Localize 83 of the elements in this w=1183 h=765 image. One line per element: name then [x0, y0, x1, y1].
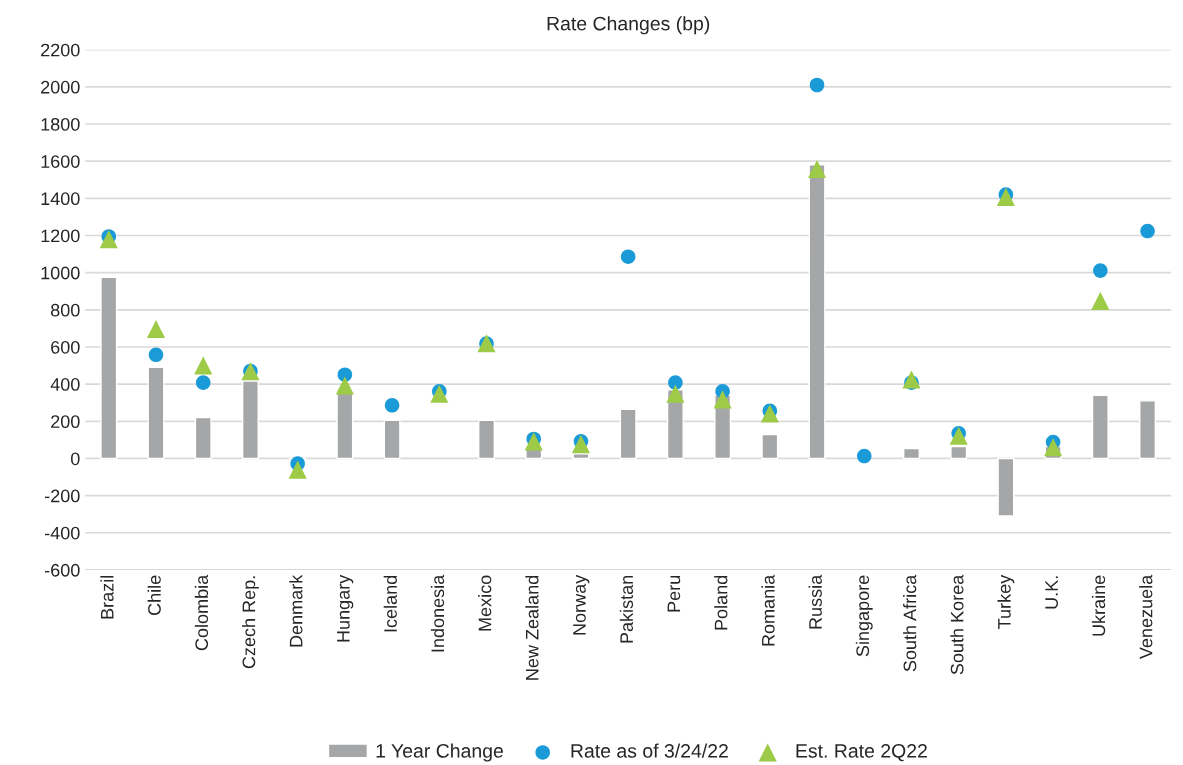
bar	[619, 408, 637, 460]
x-tick-label: Peru	[667, 575, 681, 612]
point	[194, 356, 213, 375]
point	[760, 404, 779, 423]
point	[524, 432, 543, 451]
y-tick-label: 2200	[41, 43, 80, 57]
x-tick-label: Romania	[761, 574, 775, 646]
point	[384, 398, 400, 413]
y-tick-label: 1600	[41, 155, 80, 168]
x-tick-label: Ukraine	[1091, 575, 1106, 636]
point	[99, 230, 118, 249]
bar	[997, 457, 1015, 517]
legend-label: 1 Year Change	[376, 743, 503, 762]
y-tick-label: 800	[50, 303, 80, 317]
y-tick-label: 200	[51, 415, 80, 429]
x-tick-label: Iceland	[383, 575, 397, 632]
x-tick-label: South Africa	[903, 574, 917, 672]
x-tick-label: New Zealand	[525, 575, 539, 680]
x-tick-label: Colombia	[194, 574, 209, 651]
x-tick-label: Turkey	[997, 574, 1015, 629]
x-tick-label: Russia	[808, 574, 822, 629]
y-tick-label: 1200	[41, 229, 80, 243]
x-tick-label: Pakistan	[619, 575, 634, 643]
point	[949, 426, 968, 445]
point	[335, 376, 354, 395]
point	[807, 159, 827, 179]
point	[148, 347, 164, 363]
point	[195, 375, 211, 390]
bar	[761, 433, 779, 460]
legend-label: Rate as of 3/24/22	[571, 743, 728, 758]
bar	[383, 419, 401, 460]
y-tick-label: 2000	[41, 80, 80, 94]
point	[713, 390, 732, 409]
point	[620, 249, 636, 264]
bar	[241, 380, 259, 460]
y-tick-label: 600	[51, 340, 80, 354]
x-tick-label: South Korea	[950, 574, 964, 675]
point	[430, 384, 449, 403]
x-tick-label: Norway	[573, 574, 590, 635]
y-tick-label: -200	[44, 489, 80, 503]
bar	[194, 416, 212, 460]
point	[902, 370, 921, 389]
bar	[100, 276, 118, 460]
x-tick-label: Venezuela	[1139, 574, 1153, 660]
bar	[902, 447, 920, 460]
y-tick-label: 0	[70, 452, 80, 466]
x-tick-label: Czech Rep.	[242, 576, 259, 669]
y-tick-label: 1400	[41, 192, 80, 206]
legend-label: Est. Rate 2Q22	[796, 744, 927, 762]
point	[1044, 438, 1063, 457]
bar	[478, 419, 496, 460]
point	[1091, 291, 1110, 310]
point	[571, 435, 591, 454]
x-tick-label: Hungary	[337, 574, 354, 642]
bar	[808, 164, 826, 460]
y-tick-label: -600	[44, 563, 80, 577]
x-tick-label: Denmark	[289, 574, 303, 647]
point	[856, 448, 872, 464]
x-tick-label: Mexico	[478, 575, 492, 631]
bar	[572, 453, 590, 460]
point	[809, 77, 825, 93]
bar	[336, 389, 354, 460]
bar	[1091, 394, 1109, 460]
point	[288, 460, 307, 479]
bar	[1139, 400, 1157, 460]
y-tick-label: -400	[44, 526, 80, 540]
x-tick-label: Indonesia	[430, 574, 445, 652]
point	[666, 384, 685, 403]
y-tick-label: 1800	[41, 117, 80, 131]
bar	[950, 445, 968, 460]
chart-title: Rate Changes (bp)	[547, 16, 710, 35]
x-tick-label: Chile	[147, 575, 161, 616]
x-tick-label: Singapore	[855, 575, 873, 657]
point	[146, 319, 166, 339]
point	[1093, 263, 1108, 278]
x-tick-label: U.K.	[1045, 576, 1058, 609]
x-tick-label: Poland	[714, 575, 728, 630]
x-tick-label: Brazil	[100, 575, 114, 619]
bar	[147, 366, 165, 460]
y-tick-label: 400	[50, 378, 80, 391]
point	[1140, 223, 1155, 239]
point	[996, 187, 1015, 206]
y-tick-label: 1000	[41, 266, 80, 280]
